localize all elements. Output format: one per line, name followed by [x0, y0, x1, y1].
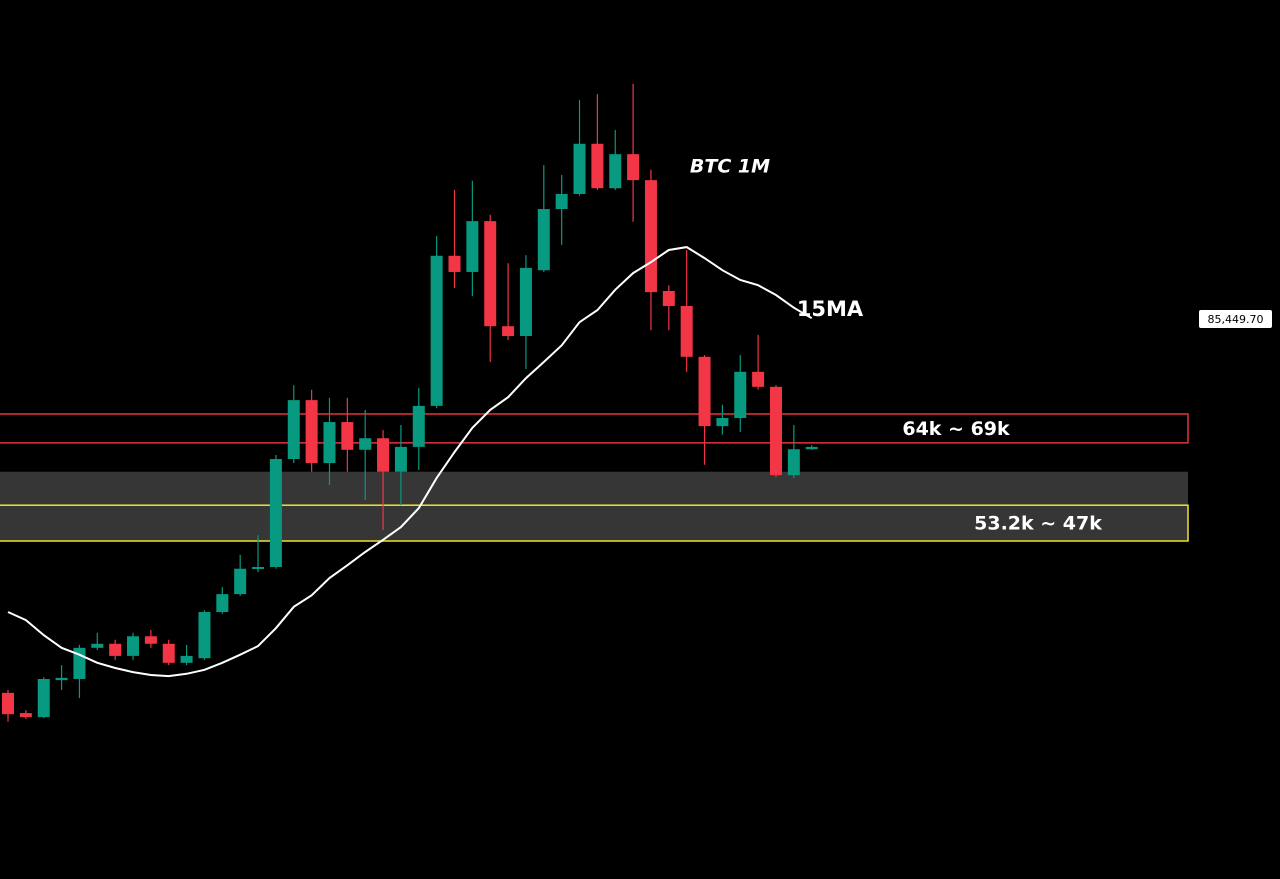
candle-body [573, 143, 586, 194]
candle-body [234, 568, 247, 595]
zone [0, 413, 1189, 444]
candle-body [412, 405, 425, 447]
ma-label: 15MA [797, 297, 864, 321]
candle-body [805, 446, 818, 450]
chart-title: BTC 1M [690, 156, 770, 178]
price-label: 85,449.70 [1208, 313, 1264, 326]
candle-body [269, 459, 282, 567]
price-marker: 85,449.70 [1199, 310, 1272, 329]
candle-body [252, 566, 265, 569]
candle-body [394, 446, 407, 472]
candle-body [680, 306, 693, 357]
candle-body [627, 154, 640, 181]
candle-body [144, 636, 157, 644]
candle-body [341, 422, 354, 450]
candle-body [377, 438, 390, 472]
candle-body [662, 290, 675, 307]
zone-label: 64k ~ 69k [902, 418, 1010, 440]
candle-body [2, 692, 14, 715]
candle-body [448, 255, 461, 272]
candle-body [537, 209, 550, 271]
candle-body [698, 356, 711, 427]
zone-label: 53.2k ~ 47k [974, 513, 1102, 535]
candle-body [734, 371, 747, 419]
candle-body [55, 677, 68, 681]
candle-body [430, 255, 443, 406]
candle-body [502, 326, 515, 337]
candle-body [216, 594, 229, 613]
lines [7, 246, 813, 678]
candle-body [644, 180, 657, 293]
candle-body [323, 422, 336, 464]
zones: 64k ~ 69k 53.2k ~ 47k [0, 413, 1189, 542]
candle-body [287, 400, 300, 460]
candles [2, 83, 818, 722]
candle-body [109, 643, 122, 656]
candle-body [787, 449, 800, 476]
candle-body [519, 267, 532, 337]
candle-body [609, 154, 622, 189]
candle-body [180, 655, 193, 663]
price-box [1199, 310, 1272, 329]
candle-body [162, 643, 175, 663]
candle-body [555, 193, 568, 210]
candle-body [198, 612, 211, 659]
candle-body [716, 418, 729, 427]
candle-body [769, 386, 782, 476]
candle-body [37, 678, 50, 718]
candle-body [359, 438, 372, 450]
zone [0, 504, 1189, 542]
candle-body [466, 221, 479, 272]
candle-body [19, 713, 32, 718]
ma-line [7, 246, 813, 678]
candle-body [752, 371, 765, 387]
candle-body [127, 636, 140, 656]
candle-body [305, 400, 318, 464]
zone [0, 471, 1188, 542]
candle-body [91, 643, 104, 648]
candle-body [484, 221, 497, 327]
candle-body [591, 143, 604, 189]
